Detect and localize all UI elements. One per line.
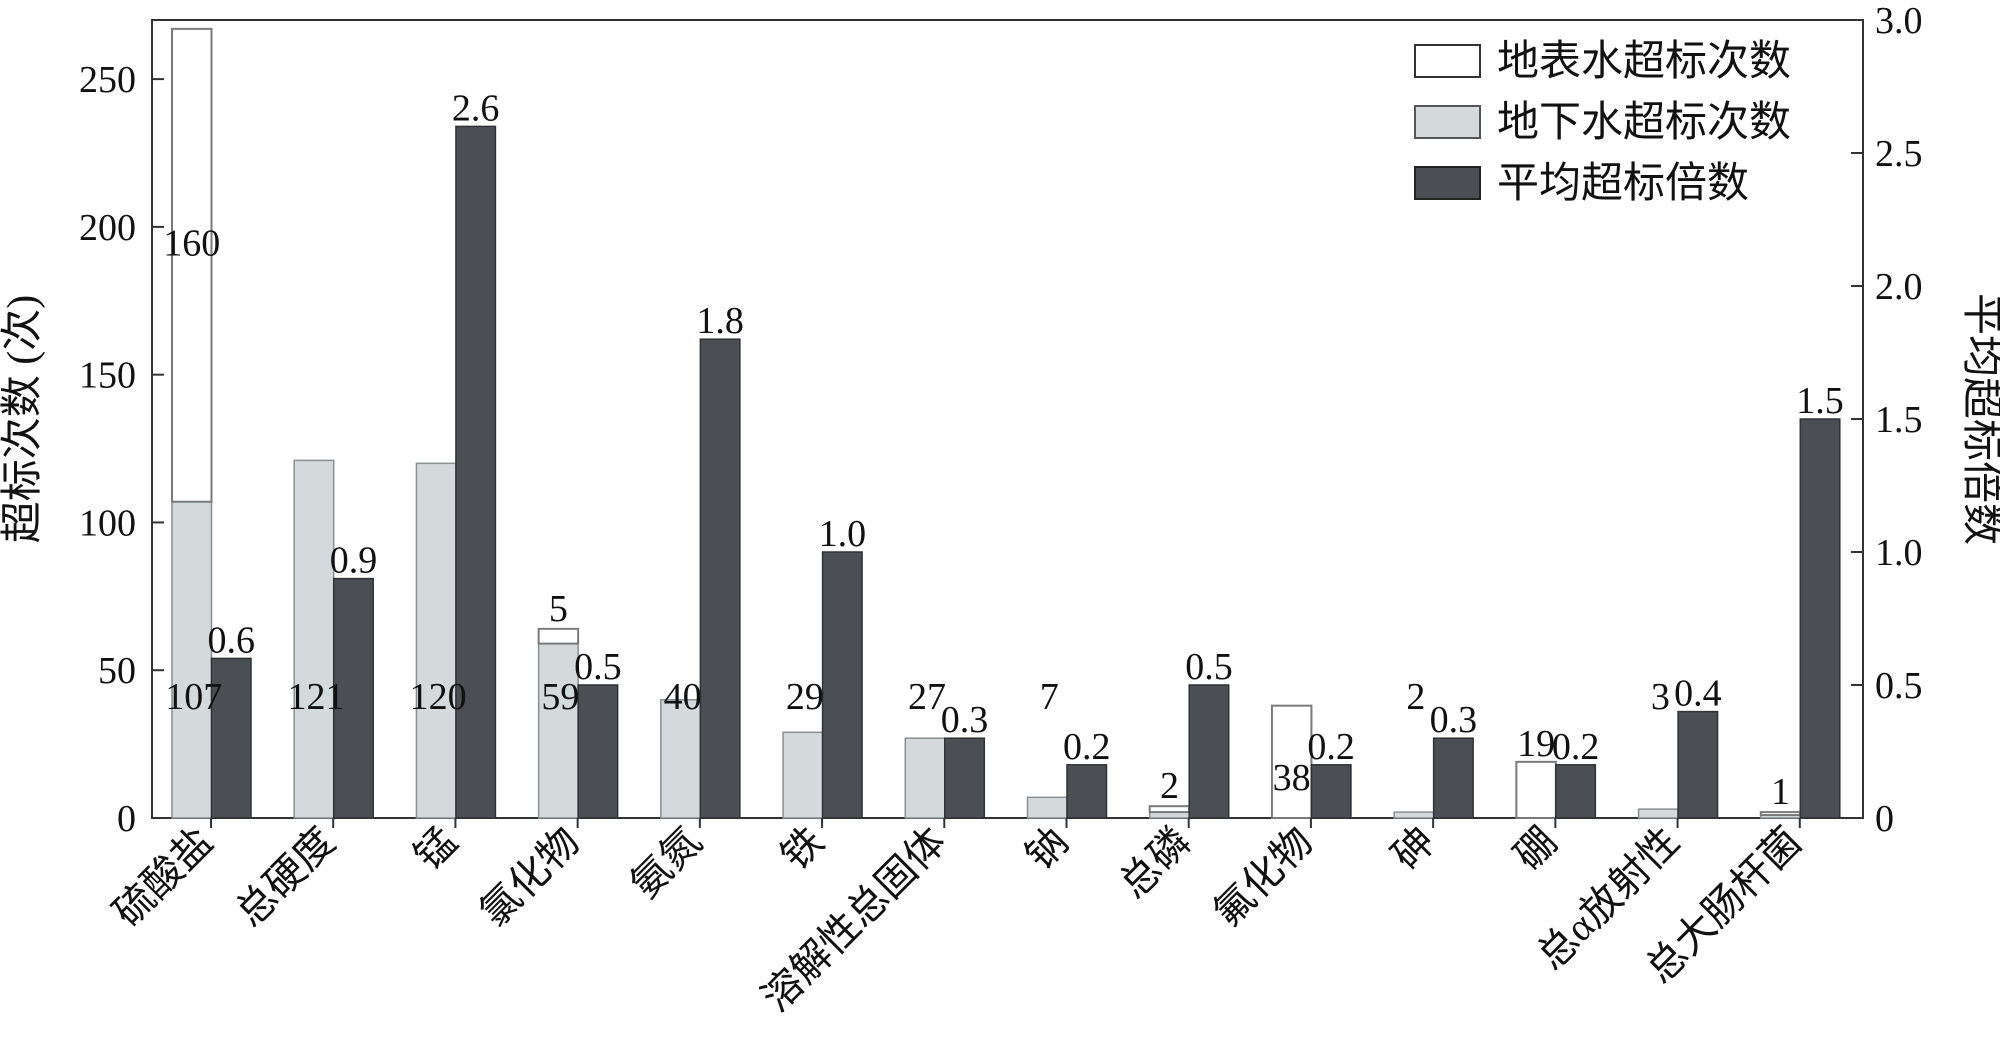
bar-ground-1 (171, 501, 213, 819)
label-surface-9: 2 (1160, 765, 1179, 807)
bar-avg-9 (1188, 684, 1230, 819)
bar-avg-7 (944, 737, 986, 819)
x-tick-label-5: 氨氮 (622, 819, 710, 907)
legend-swatch-ground (1414, 105, 1481, 139)
label-avg-12: 0.2 (1552, 726, 1600, 768)
label-avg-11: 0.3 (1430, 699, 1478, 741)
x-tick-label-4: 氯化物 (471, 819, 588, 936)
bar-avg-3 (455, 125, 497, 819)
label-avg-4: 0.5 (574, 646, 622, 688)
x-tick-label-11: 砷 (1383, 819, 1443, 879)
legend-label-ground: 地下水超标次数 (1497, 100, 1791, 146)
bar-surface-1 (171, 27, 213, 503)
legend-swatch-surface (1414, 44, 1481, 78)
label-ground-1: 107 (165, 676, 222, 718)
label-surface-10: 38 (1273, 757, 1311, 799)
bar-ground-4 (537, 642, 579, 819)
y-tick-label-right-5: 2.5 (1875, 133, 1923, 175)
bar-avg-6 (821, 551, 863, 819)
label-avg-9: 0.5 (1185, 646, 1233, 688)
y-tick-label-left-1: 50 (98, 650, 136, 692)
label-avg-14: 1.5 (1796, 380, 1844, 422)
bar-avg-5 (699, 338, 741, 819)
label-avg-8: 0.2 (1063, 726, 1111, 768)
bar-avg-10 (1310, 764, 1352, 819)
bar-ground-11 (1393, 811, 1435, 819)
y-tick-label-right-4: 2.0 (1875, 266, 1923, 308)
label-avg-5: 1.8 (696, 300, 744, 342)
label-ground-3: 120 (410, 676, 467, 718)
bar-ground-8 (1026, 796, 1068, 819)
value-label-layer: 1071600.61210.91202.65950.5401.8291.0270… (163, 87, 1844, 813)
y-tick-label-left-3: 150 (79, 355, 136, 397)
label-surface-14: 1 (1771, 771, 1790, 813)
x-tick-label-10: 氟化物 (1205, 819, 1322, 936)
legend-label-surface: 地表水超标次数 (1497, 39, 1791, 85)
label-ground-4: 59 (541, 676, 579, 718)
label-ground-7: 27 (908, 676, 946, 718)
bar-avg-4 (577, 684, 619, 819)
bar-avg-8 (1066, 764, 1108, 819)
legend-label-avg: 平均超标倍数 (1497, 160, 1749, 207)
y-tick-label-right-3: 1.5 (1875, 399, 1923, 441)
label-ground-13: 3 (1651, 676, 1670, 718)
legend-swatch-avg (1414, 166, 1481, 200)
bar-layer (171, 27, 1841, 820)
label-ground-2: 121 (287, 676, 344, 718)
label-ground-11: 2 (1406, 676, 1425, 718)
bar-avg-14 (1799, 418, 1841, 819)
bar-surface-12 (1515, 760, 1557, 819)
category-label-layer: 硫酸盐 总硬度锰氯化物 氨氮 铁溶解性总固体钠总磷 氟化物砷硼总α放射性总大肠杆菌 (105, 819, 1810, 1021)
bar-ground-13 (1637, 808, 1679, 819)
label-avg-1: 0.6 (208, 619, 256, 661)
bar-ground-6 (782, 731, 824, 819)
bar-ground-7 (904, 737, 946, 819)
label-avg-10: 0.2 (1307, 726, 1355, 768)
x-tick-label-6: 铁 (772, 819, 832, 879)
y-tick-label-left-2: 100 (79, 502, 136, 544)
bar-avg-2 (332, 577, 374, 819)
y-tick-label-right-6: 3.0 (1875, 0, 1923, 42)
bar-ground-2 (293, 459, 335, 819)
y-tick-label-right-2: 1.0 (1875, 532, 1923, 574)
label-ground-8: 7 (1040, 676, 1059, 718)
x-tick-label-2: 总硬度 (227, 819, 344, 936)
label-ground-5: 40 (664, 676, 702, 718)
label-avg-7: 0.3 (941, 699, 989, 741)
y-tick-label-left-4: 200 (79, 207, 136, 249)
bar-avg-11 (1432, 737, 1474, 819)
label-avg-13: 0.4 (1674, 673, 1722, 715)
x-tick-label-3: 锰 (406, 819, 466, 879)
bar-avg-13 (1677, 710, 1719, 819)
tick-layer: 0 50 100 150 200 250 0 0.5 1.0 1.5 2.0 2.5 3.0 (79, 0, 1923, 840)
x-tick-label-8: 钠 (1017, 819, 1077, 879)
y-tick-label-right-0: 0 (1875, 798, 1894, 840)
y-tick-label-right-1: 0.5 (1875, 665, 1923, 707)
label-ground-6: 29 (786, 676, 824, 718)
label-avg-6: 1.0 (819, 513, 867, 555)
label-surface-4: 5 (549, 588, 568, 630)
x-tick-label-9: 总磷 (1111, 819, 1199, 907)
x-tick-label-12: 硼 (1506, 819, 1566, 879)
y-axis-label-left: 超标次数 (次) (0, 295, 46, 543)
y-tick-label-left-5: 250 (79, 59, 136, 101)
label-avg-3: 2.6 (452, 87, 500, 129)
bar-surface-4 (537, 627, 580, 645)
y-tick-label-left-0: 0 (117, 798, 136, 840)
bar-avg-1 (210, 657, 252, 819)
y-axis-label-right: 平均超标倍数 (1958, 293, 2000, 545)
label-avg-2: 0.9 (330, 540, 378, 582)
bar-surface-10 (1270, 704, 1313, 820)
bar-avg-12 (1555, 764, 1597, 819)
label-surface-1: 160 (163, 222, 220, 264)
label-surface-12: 19 (1517, 723, 1555, 765)
bar-ground-3 (415, 462, 457, 819)
